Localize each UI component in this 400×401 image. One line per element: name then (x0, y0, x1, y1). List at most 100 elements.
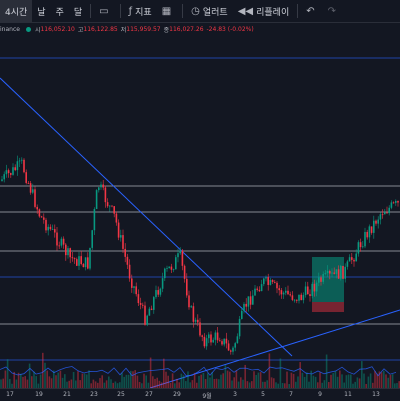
candle-body (205, 338, 208, 347)
time-axis[interactable]: 17 19 21 23 25 27 29 9월 3 5 7 9 11 13 (0, 388, 400, 401)
volume-bar (330, 374, 332, 388)
indicators-button[interactable]: ƒ 지표 (124, 0, 157, 22)
clock-icon: ◷ (191, 5, 200, 17)
volume-bar (88, 370, 90, 388)
candle-body (179, 250, 181, 254)
layout-button[interactable]: ▦ (157, 0, 179, 22)
candle-body (111, 205, 113, 207)
candle-body (40, 216, 43, 218)
candle-body (351, 257, 353, 260)
candle-body (324, 273, 327, 275)
volume-bar (367, 376, 370, 388)
change-value: -24.83 (-0.02%) (206, 25, 254, 33)
volume-bar (176, 378, 178, 388)
volume-bar (343, 382, 345, 388)
timeframe-day-label: 날 (37, 7, 46, 18)
replay-label: 리플레이 (256, 7, 290, 18)
candle-body (304, 286, 307, 296)
candle-body (190, 306, 192, 308)
volume-bar (341, 374, 343, 388)
candle-body (159, 288, 162, 295)
price-chart[interactable] (0, 36, 400, 389)
volume-bar (112, 382, 114, 388)
timeframe-week-label: 주 (55, 7, 64, 18)
volume-bar (306, 372, 308, 388)
candle-body (212, 339, 214, 343)
candle-body (302, 295, 305, 301)
volume-bar (20, 373, 22, 388)
candle-body (331, 272, 333, 274)
volume-bar (308, 381, 310, 388)
volume-bar (110, 379, 112, 388)
candle-body (58, 245, 60, 247)
candle-body (243, 303, 245, 311)
candle-body (238, 318, 241, 337)
volume-bar (301, 372, 304, 388)
volume-bar (136, 375, 139, 388)
volume-bar (11, 383, 13, 388)
time-axis-tick: 13 (372, 391, 380, 398)
interval-button[interactable]: 4시간 (0, 0, 33, 22)
candle-body (100, 184, 102, 188)
volume-bar (356, 377, 359, 388)
candle-body (223, 338, 225, 345)
chart-pane[interactable] (0, 36, 400, 389)
replay-button[interactable]: ◀◀ 리플레이 (233, 0, 295, 22)
candle-body (373, 220, 375, 233)
candle-body (67, 248, 69, 256)
candle-body (245, 303, 247, 307)
candle-body (249, 296, 252, 305)
timeframe-week-button[interactable]: 주 (51, 0, 69, 22)
candle-body (269, 279, 272, 285)
candle-body (366, 231, 368, 238)
candle-body (181, 250, 184, 266)
candle-body (166, 268, 168, 269)
volume-bar (92, 379, 95, 388)
timeframe-day-button[interactable]: 날 (32, 0, 50, 22)
candle-body (157, 290, 159, 295)
volume-bar (46, 370, 48, 388)
candle-body (12, 167, 14, 175)
candle-body (7, 170, 10, 174)
low-value: 115,959.57 (126, 25, 161, 33)
candle-body (346, 261, 349, 267)
volume-bar (264, 381, 266, 388)
candle-body (232, 347, 234, 352)
volume-bar (299, 362, 301, 388)
chart-type-button[interactable]: ▭ (94, 0, 116, 22)
candle-body (368, 226, 371, 238)
volume-bar (383, 370, 385, 388)
candle-body (390, 202, 393, 208)
volume-bar (328, 382, 330, 388)
volume-bar (70, 379, 73, 388)
candle-body (1, 179, 3, 181)
candle-body (177, 253, 179, 258)
volume-bar (396, 383, 398, 388)
volume-bar (242, 379, 244, 388)
timeframe-month-button[interactable]: 달 (69, 0, 87, 22)
rewind-icon: ◀◀ (237, 5, 254, 17)
undo-button[interactable]: ↶ (301, 0, 322, 22)
candle-body (62, 238, 65, 245)
volume-bar (97, 382, 99, 388)
candle-body (21, 159, 23, 161)
redo-button[interactable]: ↷ (323, 0, 344, 22)
volume-bar (83, 373, 86, 388)
volume-bar (31, 376, 33, 388)
volume-bar (270, 377, 273, 388)
volume-bar (246, 381, 249, 388)
volume-bar (244, 364, 246, 388)
alert-button[interactable]: ◷ 얼러트 (186, 0, 233, 22)
volume-bar (332, 373, 334, 388)
volume-bar (310, 370, 312, 388)
volume-bar (189, 382, 191, 388)
candle-body (38, 209, 41, 217)
volume-bar (154, 378, 156, 388)
candle-body (381, 214, 384, 216)
volume-bar (281, 383, 284, 388)
volume-bar (253, 371, 255, 388)
volume-bar (61, 377, 64, 388)
candle-body (392, 202, 395, 204)
redo-icon: ↷ (327, 5, 337, 17)
candle-body (161, 278, 164, 289)
